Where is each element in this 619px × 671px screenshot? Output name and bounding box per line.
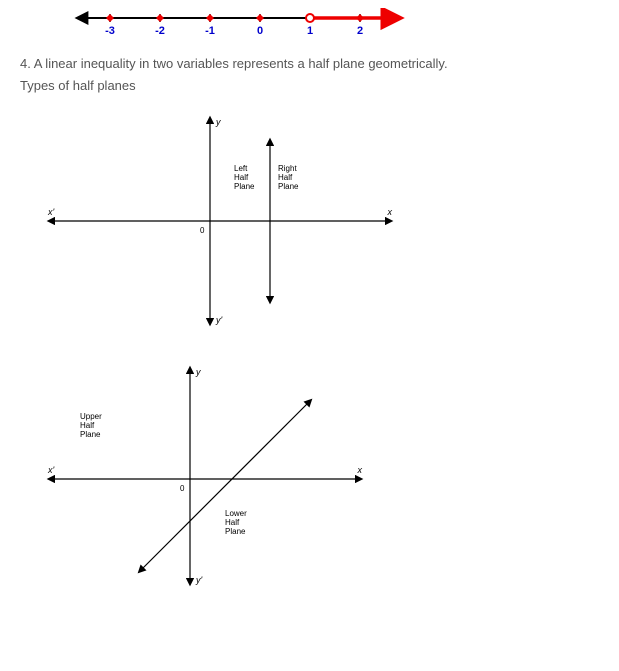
svg-text:0: 0	[200, 226, 205, 235]
diagram-left-right-halfplane: LeftHalfPlaneRightHalfPlane0x'xyy'	[20, 111, 599, 331]
svg-text:Lower: Lower	[225, 509, 247, 518]
diagram2-svg: UpperHalfPlaneLowerHalfPlane0x'xyy'	[40, 361, 380, 591]
svg-text:y': y'	[195, 575, 203, 585]
svg-text:y: y	[195, 367, 201, 377]
svg-text:-1: -1	[205, 25, 215, 37]
svg-text:-3: -3	[105, 25, 115, 37]
svg-text:Plane: Plane	[234, 182, 255, 191]
subheading-types: Types of half planes	[20, 78, 599, 93]
numberline-container: -3 -2 -1 0 1 2	[20, 8, 599, 42]
svg-text:y: y	[215, 117, 221, 127]
svg-text:x': x'	[47, 465, 55, 475]
svg-text:2: 2	[357, 25, 363, 37]
svg-text:x': x'	[47, 207, 55, 217]
svg-text:1: 1	[307, 25, 313, 37]
svg-text:0: 0	[257, 25, 263, 37]
svg-text:Right: Right	[278, 164, 297, 173]
diagram-upper-lower-halfplane: UpperHalfPlaneLowerHalfPlane0x'xyy'	[20, 361, 599, 591]
svg-text:Plane: Plane	[278, 182, 299, 191]
svg-text:Half: Half	[234, 173, 249, 182]
svg-text:0: 0	[180, 484, 185, 493]
svg-text:Half: Half	[278, 173, 293, 182]
svg-text:y': y'	[215, 315, 223, 325]
svg-text:x: x	[387, 207, 393, 217]
svg-text:Plane: Plane	[80, 430, 101, 439]
svg-text:-2: -2	[155, 25, 165, 37]
svg-text:Plane: Plane	[225, 527, 246, 536]
svg-text:Upper: Upper	[80, 412, 102, 421]
diagram1-svg: LeftHalfPlaneRightHalfPlane0x'xyy'	[40, 111, 400, 331]
svg-text:Left: Left	[234, 164, 248, 173]
svg-text:Half: Half	[80, 421, 95, 430]
numberline: -3 -2 -1 0 1 2	[70, 8, 450, 42]
paragraph-4: 4. A linear inequality in two variables …	[20, 54, 599, 74]
svg-text:x: x	[357, 465, 363, 475]
svg-text:Half: Half	[225, 518, 240, 527]
